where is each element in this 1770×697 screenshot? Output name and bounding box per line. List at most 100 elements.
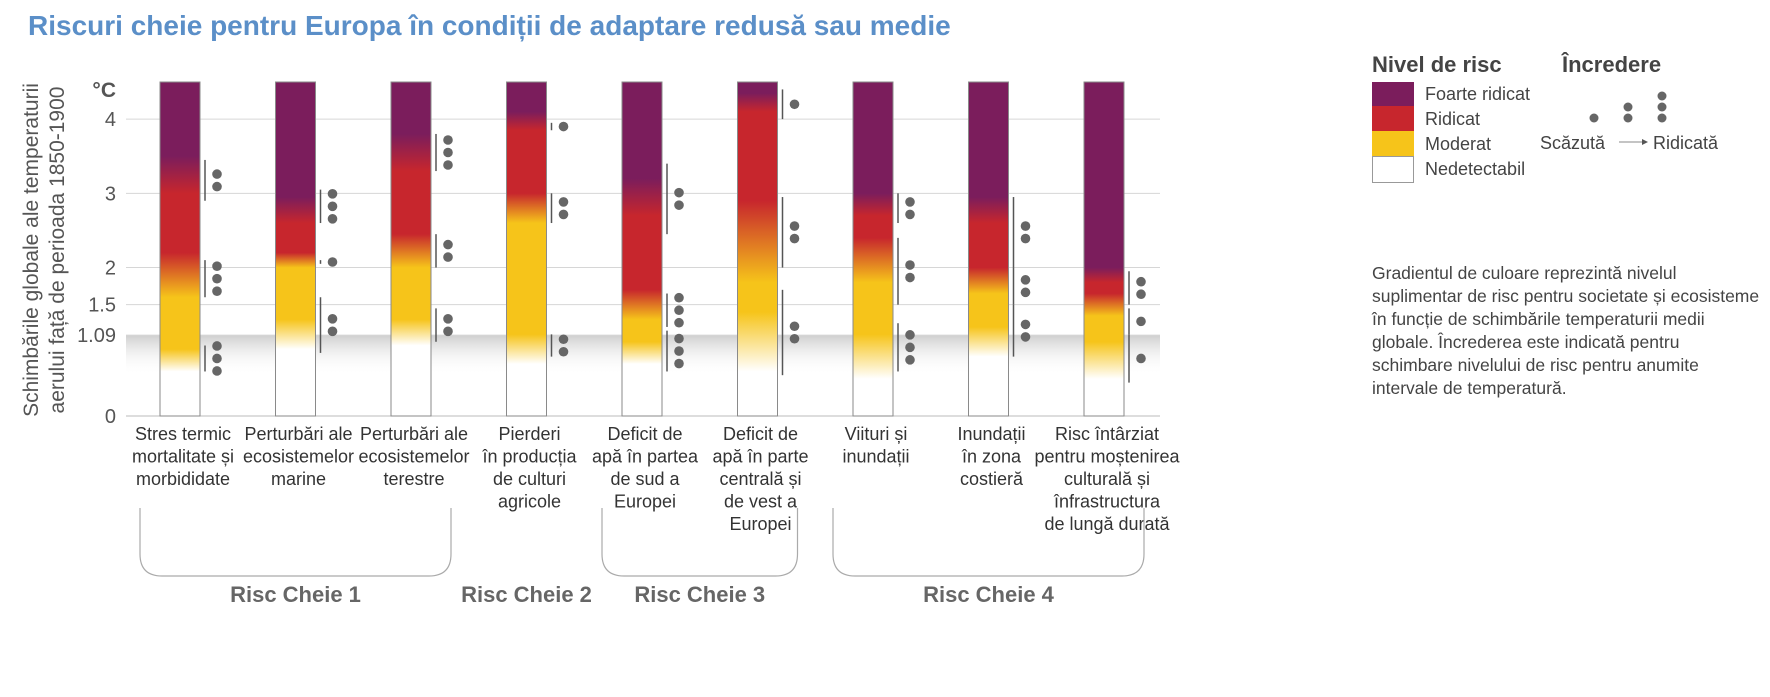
confidence-dot-8-2-1 [1136,289,1146,300]
confidence-dot-1-2-0 [327,189,338,199]
confidence-dot-6-2-0 [905,197,915,207]
confidence-dot-6-1-0 [905,260,915,270]
category-label-8: Risc întârziat pentru moștenirea culturală… [1034,424,1180,534]
y-axis-label-line-0: Schimbările globale ale temperaturii [20,83,43,417]
category-label-6: Viituri și inundații [842,424,909,467]
category-label-2: Perturbări ale ecosistemelor terestre [358,424,469,489]
confidence-dot-2-2-1 [443,147,453,158]
category-label-3-line-3: agricole [498,492,561,512]
confidence-dot-2-1-1 [443,252,453,262]
confidence-dot-0-0-1 [212,353,222,364]
category-label-4-line-0: Deficit de [607,424,682,444]
confidence-dot-6-0-1 [905,342,915,353]
legend-label-high: Ridicat [1425,109,1481,129]
ytick-label-5: 4 [105,109,116,131]
confidence-dot-4-2-1 [674,200,684,210]
legend: Nivel de risc Încredere Foarte ridicat R… [1372,52,1762,222]
confidence-dot-8-1-0 [1136,316,1146,327]
confidence-dot-0-2-1 [212,181,222,192]
legend-swatch-moderate [1372,131,1414,158]
confidence-dot-4-2-0 [674,187,684,198]
category-label-5-line-3: de vest a [724,492,798,512]
category-label-4-line-3: Europei [614,492,676,512]
confidence-dot-1-1-0 [327,257,338,267]
explanatory-note: Gradientul de culoare reprezintă nivelul… [1372,263,1760,398]
y-axis: 0 1.09 1.5 2 3 4 °C Schimbările globale ale tem… [20,79,116,428]
category-label-7-line-2: costieră [960,469,1024,489]
category-label-8-line-2: culturală și [1064,469,1150,489]
category-label-5-line-1: apă în parte [712,447,808,467]
y-axis-label-line-1: aerului față de perioada 1850-1900 [46,87,69,414]
category-label-1-line-2: marine [271,469,326,489]
legend-swatch-high [1372,106,1414,133]
confidence-dot-4-1-1 [674,305,684,316]
confidence-dot-0-1-2 [212,286,222,296]
ytick-label-0: 0 [105,406,116,428]
x-labels: Stres termic mortalitate și morbididate Per… [132,424,1181,534]
category-label-5: Deficit de apă în parte centrală și de vest… [712,424,808,534]
risk-bar-0 [159,81,201,417]
confidence-dot-0-0-0 [212,341,222,351]
confidence-legend-dots [1589,91,1667,145]
category-label-5-line-4: Europei [729,514,791,534]
confidence-dot-3-2-0 [558,121,569,132]
confidence-dot-2-1-0 [443,239,453,250]
category-label-5-line-0: Deficit de [723,424,798,444]
chart-title: Riscuri cheie pentru Europa în condiții … [28,10,951,41]
confidence-dot-5-2-0 [789,99,800,110]
risk-bar-6 [852,81,894,417]
category-label-1-line-0: Perturbări ale [244,424,352,444]
ytick-label-3: 2 [105,258,116,280]
confidence-dot-8-0-0 [1136,353,1146,364]
group-label-1: Risc Cheie 2 [461,582,592,607]
confidence-dot-4-0-1 [674,346,684,356]
confidence-dot-high-2 [1657,102,1667,112]
group-label-2: Risc Cheie 3 [634,582,765,607]
y-unit-label: °C [92,79,116,102]
confidence-dot-2-0-1 [443,326,453,337]
category-label-0-line-1: mortalitate și [132,447,234,467]
category-label-0-line-2: morbididate [136,469,230,489]
confidence-dot-5-1-0 [789,221,800,231]
category-label-5-line-2: centrală și [719,469,801,489]
category-label-3-line-0: Pierderi [498,424,560,444]
confidence-dot-7-2-0 [1020,221,1031,231]
legend-swatch-undetectable [1372,156,1414,183]
risk-groups: Risc Cheie 1 Risc Cheie 2 Risc Cheie 3 Risc… [139,508,1145,607]
category-label-3-line-1: în producția [481,447,577,467]
category-label-4-line-2: de sud a [610,469,680,489]
confidence-dot-7-2-1 [1020,233,1031,244]
category-label-4: Deficit de apă în partea de sud a Europei [592,424,699,512]
category-label-6-line-0: Viituri și [845,424,908,444]
category-label-2-line-0: Perturbări ale [360,424,468,444]
group-bracket-3 [832,508,1145,577]
group-bracket-0 [139,508,452,577]
category-label-8-line-1: pentru moștenirea [1034,447,1180,467]
y-axis-label: Schimbările globale ale temperaturii aeru… [20,83,69,417]
confidence-dot-3-1-0 [558,197,569,207]
legend-swatch-very-high [1372,82,1414,109]
confidence-dot-0-0-2 [212,366,222,376]
category-label-7-line-1: în zona [961,447,1022,467]
confidence-dot-1-2-2 [327,214,338,224]
confidence-dot-6-0-0 [905,330,915,340]
confidence-dot-4-0-0 [674,333,684,344]
confidence-dot-6-0-2 [905,355,915,365]
confidence-dot-medium-1 [1623,102,1633,112]
category-label-2-line-1: ecosistemelor [358,447,469,467]
confidence-dot-high-3 [1657,113,1667,123]
legend-label-very-high: Foarte ridicat [1425,84,1531,104]
category-label-1: Perturbări ale ecosistemelor marine [243,424,354,489]
category-label-6-line-1: inundații [842,447,909,467]
confidence-dot-high-1 [1657,91,1667,101]
confidence-dot-7-1-0 [1020,275,1031,285]
confidence-dot-7-0-0 [1020,319,1031,330]
category-label-3-line-2: de culturi [493,469,566,489]
category-label-0-line-0: Stres termic [135,424,231,444]
confidence-high-label: Ridicată [1653,133,1719,153]
risk-bar-2 [390,81,432,417]
category-label-4-line-1: apă în partea [592,447,699,467]
confidence-arrow-head [1642,139,1648,145]
group-bracket-2 [601,508,799,577]
ytick-label-4: 3 [105,183,116,205]
